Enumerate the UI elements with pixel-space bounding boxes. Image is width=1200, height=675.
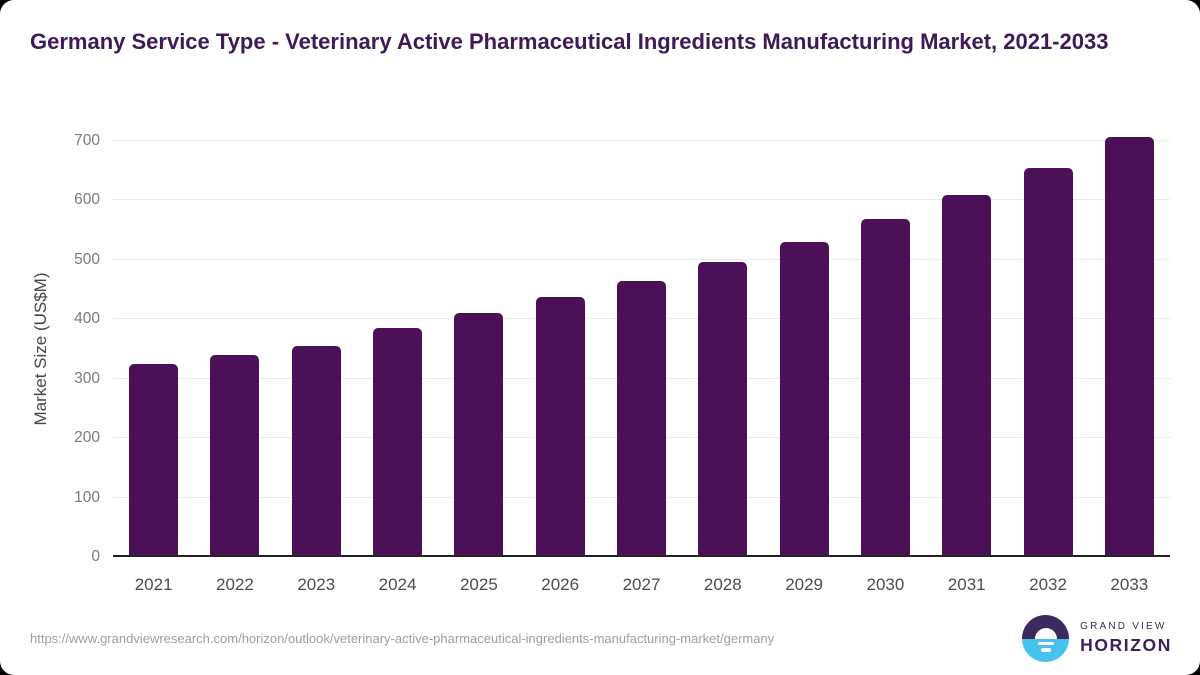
bar-2032[interactable] (1023, 167, 1073, 557)
logo-sun-shape (1034, 627, 1057, 639)
bar-2027[interactable] (617, 280, 666, 557)
logo-reflection-line (1040, 648, 1051, 652)
x-tick-label-2025: 2025 (459, 575, 498, 594)
brand-name-top: GRAND VIEW (1080, 621, 1167, 632)
bar-2030[interactable] (860, 219, 910, 557)
x-tick-label-2030: 2030 (866, 575, 905, 594)
y-tick-label-300: 300 (74, 369, 100, 387)
y-tick-label-0: 0 (91, 548, 100, 565)
sun-horizon-icon (1022, 615, 1070, 662)
x-tick-label-2021: 2021 (134, 575, 173, 594)
y-tick-label-200: 200 (74, 429, 100, 447)
y-tick-label-600: 600 (74, 191, 100, 209)
bar-2029[interactable] (779, 242, 829, 557)
y-tick-label-100: 100 (74, 488, 100, 506)
y-tick-label-700: 700 (74, 132, 100, 149)
logo-sky-half (1022, 615, 1070, 639)
y-tick-label-400: 400 (74, 310, 100, 328)
x-tick-label-2022: 2022 (216, 575, 254, 594)
grandview-horizon-logo: GRAND VIEW HORIZON (1022, 615, 1172, 662)
bar-2033[interactable] (1104, 137, 1154, 557)
footer: https://www.grandviewresearch.com/horizo… (0, 613, 1200, 675)
x-tick-label-2026: 2026 (541, 575, 580, 594)
logo-wordmark: GRAND VIEW HORIZON (1080, 621, 1172, 656)
gridline-600 (113, 199, 1170, 201)
bar-2031[interactable] (942, 194, 992, 557)
x-tick-label-2033: 2033 (1110, 575, 1149, 594)
gridline-500 (113, 258, 1170, 260)
gridline-700 (113, 140, 1170, 141)
bar-2025[interactable] (454, 313, 504, 557)
x-tick-label-2024: 2024 (378, 575, 417, 594)
x-tick-label-2032: 2032 (1029, 575, 1067, 594)
x-tick-label-2028: 2028 (703, 575, 742, 594)
x-tick-label-2031: 2031 (947, 575, 986, 594)
y-axis-title: Market Size (US$M) (31, 272, 50, 426)
x-tick-label-2029: 2029 (785, 575, 824, 594)
bar-2021[interactable] (129, 363, 179, 557)
brand-name-bottom: HORIZON (1080, 635, 1172, 655)
bar-2022[interactable] (210, 354, 260, 557)
bar-2023[interactable] (291, 346, 341, 557)
plot-area (113, 137, 1170, 557)
bar-2024[interactable] (373, 327, 423, 557)
logo-reflection-line (1037, 641, 1054, 645)
x-tick-label-2027: 2027 (622, 575, 661, 594)
x-tick-label-2023: 2023 (297, 575, 336, 594)
bar-2026[interactable] (535, 297, 585, 557)
y-tick-label-500: 500 (74, 250, 100, 268)
source-url: https://www.grandviewresearch.com/horizo… (30, 631, 775, 646)
x-axis-line (113, 555, 1170, 557)
bar-2028[interactable] (698, 262, 748, 557)
chart-title: Germany Service Type - Veterinary Active… (30, 29, 1109, 54)
